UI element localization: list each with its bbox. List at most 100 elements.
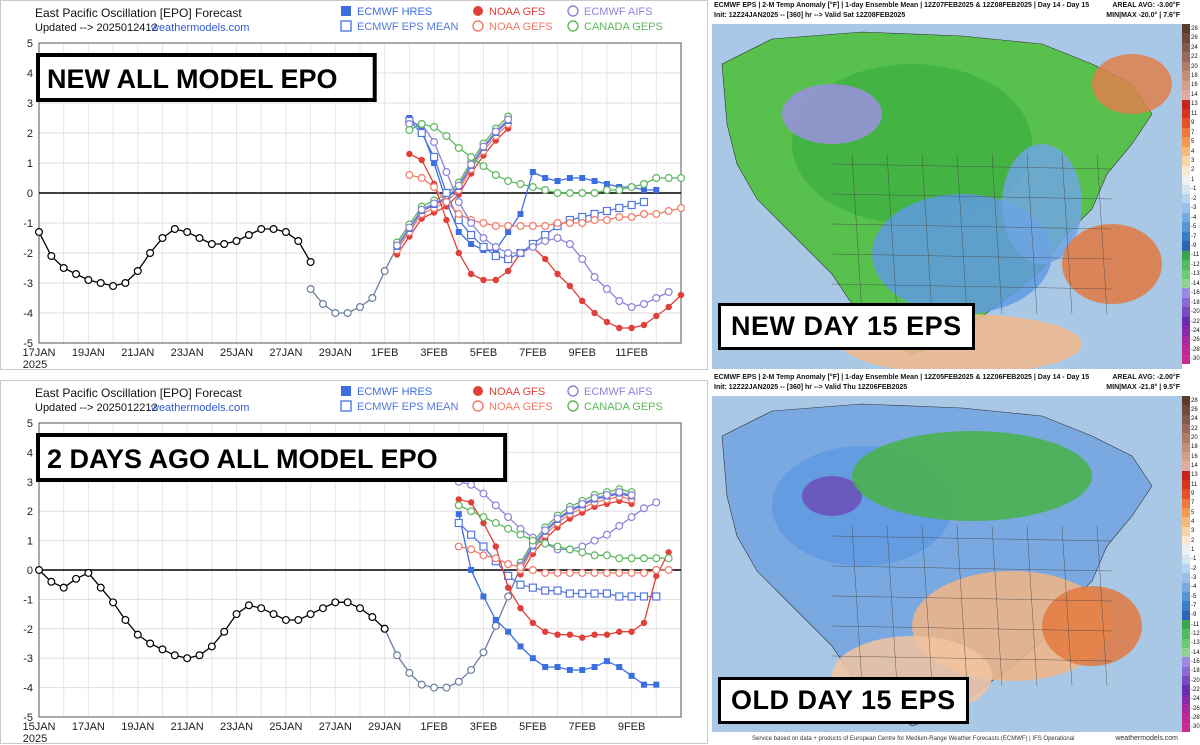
ecmwf_aifs-point	[664, 288, 673, 297]
geps-rise-line	[519, 488, 632, 564]
canada_geps-point	[516, 530, 525, 539]
x-tick-label: 9FEB	[618, 721, 646, 733]
color-scale-label: 5	[1191, 509, 1195, 516]
x-tick-label: 27JAN	[319, 721, 352, 733]
observed-point	[331, 598, 340, 607]
canada_geps-point	[615, 186, 624, 195]
noaa_gefs-point	[516, 563, 525, 572]
legend-label: ECMWF HRES	[357, 386, 432, 398]
ecmwf_aifs-point	[627, 513, 636, 522]
ecmwf_eps-point	[553, 586, 562, 595]
color-scale-label: -20	[1191, 309, 1200, 316]
map-minmax: MIN|MAX -20.0° | 7.6°F	[1106, 12, 1180, 19]
noaa_gfs-point	[554, 631, 561, 638]
ecmwf_hres-point	[529, 655, 536, 662]
ensemble-start-point	[393, 651, 402, 660]
ecmwf_hres-point	[653, 681, 660, 688]
ecmwf_eps-point	[639, 197, 649, 207]
canada_geps-point	[590, 551, 599, 560]
color-scale-label: -26	[1191, 705, 1200, 712]
anomaly-region	[802, 476, 862, 516]
ecmwf_aifs-point	[639, 504, 648, 513]
ecmwf_hres-point	[640, 187, 647, 193]
aifs-rise-line	[519, 491, 632, 566]
observed-point	[84, 276, 93, 285]
color-scale-cell	[1182, 405, 1190, 415]
ecmwf_hres-point	[455, 511, 462, 518]
map-site-credit: weathermodels.com	[1115, 735, 1178, 742]
ensemble-start-point	[467, 665, 476, 674]
aifs-rise-point	[590, 493, 599, 502]
color-scale-label: -30	[1191, 356, 1200, 363]
noaa_gefs-point	[442, 198, 451, 207]
color-scale-label: 7	[1191, 129, 1195, 136]
observed-point	[257, 604, 266, 613]
color-scale-cell	[1182, 109, 1190, 119]
y-tick-label: -4	[23, 683, 33, 695]
color-scale-label: 5	[1191, 139, 1195, 146]
canada_geps-point	[491, 171, 500, 180]
observed-point	[170, 225, 179, 234]
y-tick-label: 1	[27, 158, 33, 170]
color-scale-cell	[1182, 610, 1190, 620]
ensemble-start-point	[331, 309, 340, 318]
aifs-rise-point	[405, 223, 414, 232]
ecmwf_eps-point	[590, 589, 599, 598]
color-scale-cell	[1182, 288, 1190, 298]
canada_geps-point	[578, 548, 587, 557]
color-scale-label: -4	[1191, 584, 1197, 591]
noaa_gefs-point	[565, 219, 574, 228]
legend-marker	[567, 20, 579, 32]
color-scale-cell	[1182, 489, 1190, 499]
color-scale-cell	[1182, 165, 1190, 176]
state-border	[831, 193, 1113, 200]
legend-marker	[567, 400, 579, 412]
chart-title: East Pacific Oscillation [EPO] Forecast	[35, 6, 242, 20]
state-border	[886, 153, 898, 315]
observed-point	[183, 228, 192, 237]
ecmwf_eps-point	[602, 206, 612, 216]
temp-anomaly-map-new: ECMWF EPS | 2-M Temp Anomaly [°F] | 1-da…	[712, 0, 1200, 370]
y-tick-label: 5	[27, 418, 33, 430]
state-border	[956, 153, 968, 315]
ecmwf_aifs-point	[467, 219, 476, 228]
color-scale-cell	[1182, 713, 1190, 723]
observed-point	[47, 577, 56, 586]
state-border	[921, 153, 933, 315]
ecmwf_hres-point	[468, 241, 475, 247]
ecmwf_hres-point	[431, 160, 438, 166]
ecmwf_hres-point	[480, 593, 487, 600]
ecmwf_aifs-point	[615, 297, 624, 306]
canada_geps-point	[504, 524, 513, 533]
color-scale-label: -1	[1191, 186, 1197, 193]
x-tick-label: 21JAN	[171, 721, 204, 733]
noaa_gfs-point	[640, 321, 648, 329]
ecmwf_hres-point	[529, 169, 536, 175]
noaa_gfs-point	[455, 249, 462, 257]
color-scale-label: -1	[1191, 556, 1197, 563]
canada_geps-point	[491, 518, 500, 527]
observed-point	[281, 228, 290, 237]
state-border	[831, 565, 1113, 572]
state-border	[831, 283, 1113, 290]
x-tick-label: 3FEB	[470, 721, 498, 733]
ecmwf_aifs-point	[504, 513, 513, 522]
ensemble-start-point	[454, 677, 463, 686]
noaa_gefs-point	[541, 222, 550, 231]
color-scale-label: -24	[1191, 696, 1200, 703]
chart-site: weathermodels.com	[150, 402, 249, 414]
noaa_gfs-point	[628, 324, 635, 332]
ecmwf_aifs-point	[504, 249, 513, 258]
gefs-rise-line	[396, 123, 509, 251]
noaa_gfs-point	[653, 312, 660, 320]
color-scale-cell	[1182, 175, 1190, 185]
legend-marker	[340, 400, 352, 412]
canada_geps-point	[442, 132, 451, 141]
noaa_gfs-point	[492, 276, 500, 284]
color-scale-label: -5	[1191, 593, 1197, 600]
noaa_gefs-point	[491, 222, 500, 231]
ecmwf_hres-point	[640, 681, 647, 688]
legend-label: CANADA GEPS	[584, 401, 663, 413]
state-border	[956, 525, 968, 687]
